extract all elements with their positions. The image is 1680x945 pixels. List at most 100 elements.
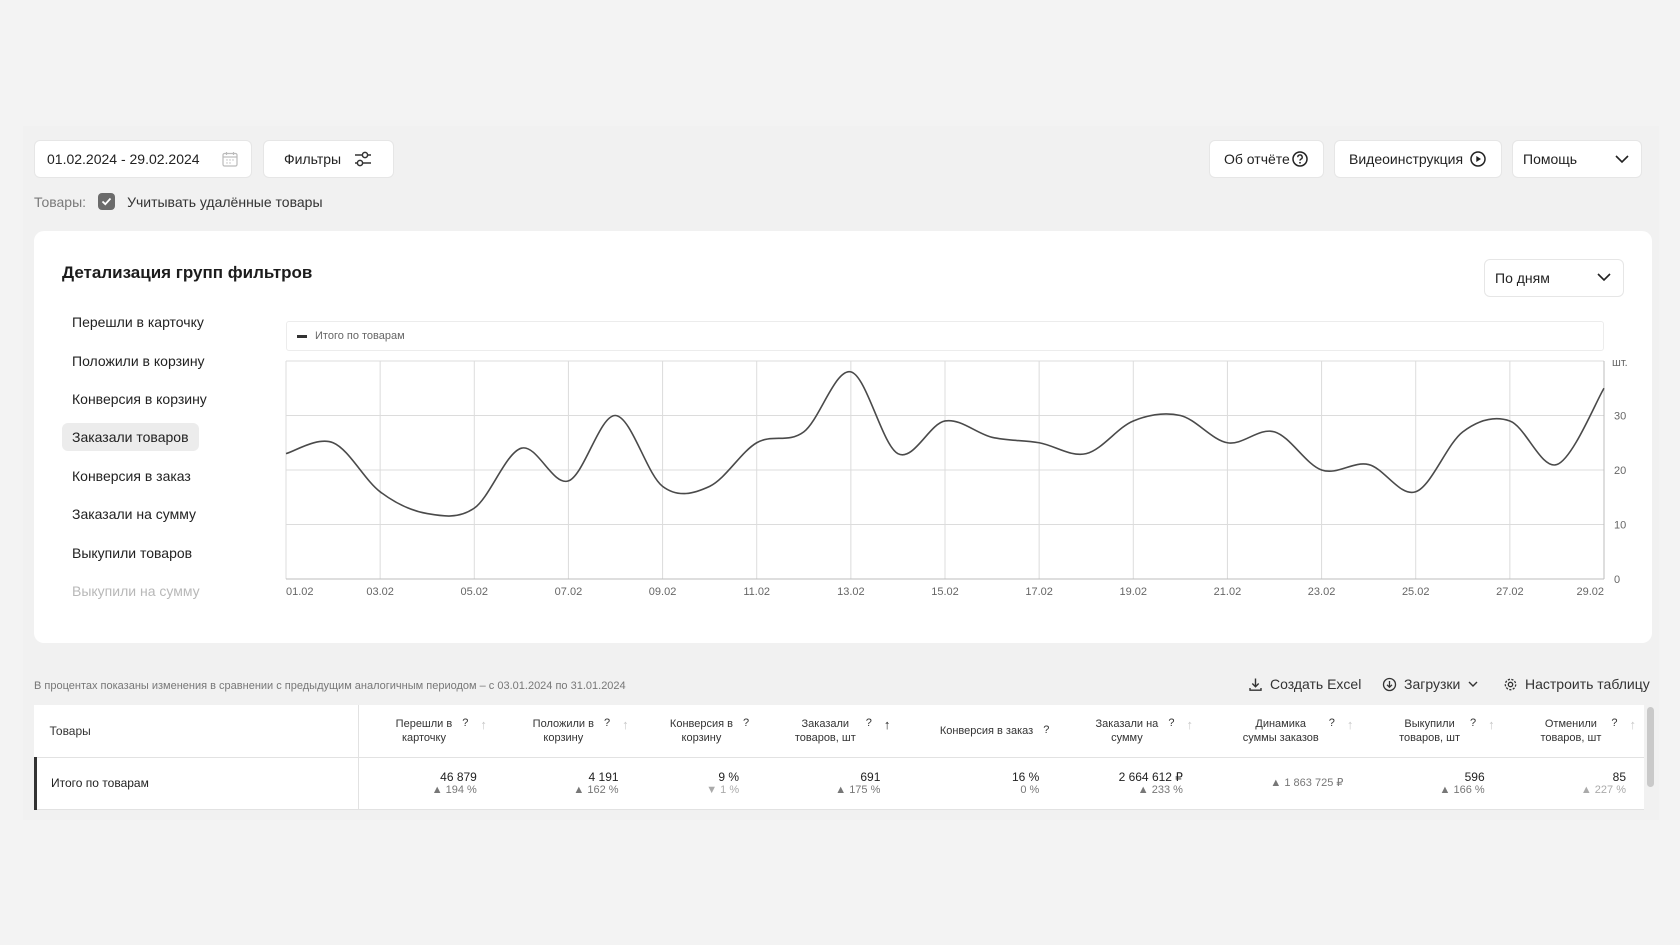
metric-item-label: Выкупили на сумму — [72, 582, 200, 599]
stats-table: Товары Перешли в карточку? ↑ Положили в кор… — [34, 705, 1644, 810]
goods-label: Товары: — [34, 193, 87, 210]
create-excel-button[interactable]: Создать Excel — [1248, 676, 1361, 692]
column-header-label: корзину — [681, 731, 722, 744]
cell-value: 596 — [1464, 769, 1485, 784]
checkmark-icon — [101, 197, 112, 206]
column-header[interactable]: Заказали на сумму? ↑ — [1057, 705, 1201, 758]
include-deleted-checkbox[interactable] — [98, 193, 116, 210]
stats-table-container: Товары Перешли в карточку? ↑ Положили в кор… — [34, 705, 1656, 820]
metric-item-label: Заказали товаров — [62, 423, 199, 452]
video-instruction-button[interactable]: Видеоинструкция — [1334, 140, 1502, 178]
sort-arrow-icon[interactable]: ↑ — [622, 716, 629, 732]
sort-arrow-icon[interactable]: ↑ — [1488, 716, 1495, 732]
metric-item[interactable]: Выкупили товаров — [62, 533, 242, 571]
help-tooltip-icon[interactable]: ? — [1470, 716, 1477, 729]
column-header-label: товаров, шт — [1399, 731, 1461, 744]
column-header[interactable]: Выкупили товаров, шт? ↑ — [1361, 705, 1503, 758]
help-tooltip-icon[interactable]: ? — [603, 716, 611, 729]
metric-item-label: Конверсия в корзину — [72, 390, 207, 407]
y-axis-unit: шт. — [1612, 357, 1628, 369]
column-header-goods[interactable]: Товары — [35, 705, 359, 758]
column-header[interactable]: Динамика суммы заказов? ↑ — [1200, 705, 1362, 758]
row-name-cell: Итого по товарам — [34, 757, 359, 810]
column-header-label: Отменили — [1544, 717, 1597, 730]
date-range-picker[interactable]: 01.02.2024 - 29.02.2024 — [34, 140, 252, 178]
column-header[interactable]: Положили в корзину? ↑ — [494, 705, 637, 758]
download-icon — [1249, 678, 1262, 691]
period-select-value: По дням — [1495, 270, 1550, 286]
cell-value: 691 — [860, 769, 881, 784]
about-report-label: Об отчёте — [1224, 151, 1290, 167]
cell-change-value: 1 % — [720, 783, 740, 796]
sort-arrow-icon[interactable]: ↑ — [1346, 716, 1354, 732]
x-tick-label: 07.02 — [555, 586, 583, 598]
value-cell: 46 879 ▲ 194 % — [358, 757, 495, 810]
column-header[interactable]: Отменили товаров, шт? ↑ — [1502, 705, 1644, 758]
cell-change-value: 194 % — [445, 783, 477, 796]
cell-value: 46 879 — [440, 769, 477, 784]
about-report-button[interactable]: Об отчёте — [1209, 140, 1324, 178]
cell-change: ▲ 162 % — [495, 783, 619, 797]
y-tick-label: 20 — [1614, 465, 1626, 477]
filters-button[interactable]: Фильтры — [263, 140, 394, 178]
column-header[interactable]: Конверсия в заказ? — [898, 705, 1058, 758]
include-deleted-label[interactable]: Учитывать удалённые товары — [127, 193, 323, 210]
sort-arrow-icon[interactable]: ↑ — [1629, 716, 1637, 732]
x-tick-label: 01.02 — [286, 586, 314, 598]
help-label: Помощь — [1523, 151, 1578, 167]
help-tooltip-icon[interactable]: ? — [865, 716, 872, 729]
chart-area: Итого по товарам 0 10 20 30 шт. 01.02 03.02 05.… — [254, 321, 1634, 621]
column-header[interactable]: Конверсия в корзину? — [636, 705, 758, 758]
column-header-label: Положили в — [532, 717, 594, 730]
help-tooltip-icon[interactable]: ? — [462, 716, 469, 729]
table-settings-button[interactable]: Настроить таблицу — [1503, 676, 1650, 692]
metric-item[interactable]: Конверсия в заказ — [62, 457, 242, 495]
column-header-label: Конверсия в заказ — [939, 724, 1034, 737]
download-circle-icon — [1382, 677, 1397, 691]
column-header[interactable]: Заказали товаров, шт? ↑ — [757, 705, 899, 758]
chevron-down-icon — [1613, 150, 1631, 168]
column-header-label: Перешли в — [395, 717, 453, 730]
metric-item[interactable]: Положили в корзину — [62, 341, 242, 379]
value-cell: 2 664 612 ₽ ▲ 233 % — [1057, 757, 1201, 810]
period-select[interactable]: По дням — [1484, 259, 1624, 297]
cell-change: ▲ 233 % — [1057, 784, 1183, 797]
sort-arrow-icon-active[interactable]: ↑ — [883, 716, 891, 732]
help-tooltip-icon[interactable]: ? — [1611, 716, 1618, 729]
filters-label: Фильтры — [284, 151, 342, 167]
metric-item[interactable]: Выкупили на сумму — [62, 572, 242, 603]
goods-filter-row: Товары: Учитывать удалённые товары — [34, 193, 323, 210]
value-cell: 4 191 ▲ 162 % — [494, 757, 637, 810]
table-settings-label: Настроить таблицу — [1525, 676, 1650, 692]
cell-change: ▲ 1 863 725 ₽ — [1201, 777, 1343, 790]
help-tooltip-icon[interactable]: ? — [1328, 716, 1335, 729]
table-scrollbar[interactable] — [1647, 707, 1654, 787]
trend-up-icon: ▲ — [1270, 776, 1285, 789]
metric-item-selected[interactable]: Заказали товаров — [62, 418, 242, 456]
table-row[interactable]: Итого по товарам 46 879 ▲ 194 % 4 191 ▲ 16… — [34, 757, 1644, 810]
help-dropdown[interactable]: Помощь — [1512, 140, 1642, 178]
downloads-dropdown[interactable]: Загрузки — [1382, 676, 1487, 692]
cell-change: ▲ 175 % — [757, 784, 880, 797]
metric-item[interactable]: Заказали на сумму — [62, 495, 242, 533]
chevron-down-icon — [1595, 268, 1613, 289]
cell-change-value: 162 % — [587, 783, 619, 796]
card-title: Детализация групп фильтров — [62, 263, 313, 282]
column-header-label: Динамика — [1255, 717, 1307, 730]
help-tooltip-icon[interactable]: ? — [1043, 723, 1050, 736]
help-tooltip-icon[interactable]: ? — [742, 716, 750, 729]
x-tick-label: 15.02 — [931, 586, 959, 598]
x-tick-label: 11.02 — [743, 586, 770, 598]
sort-arrow-icon[interactable]: ↑ — [480, 716, 487, 732]
cell-value: 9 % — [718, 769, 740, 784]
create-excel-label: Создать Excel — [1270, 676, 1362, 692]
x-tick-label: 05.02 — [461, 586, 489, 598]
metric-item-label: Конверсия в заказ — [72, 467, 191, 484]
metric-item-label: Заказали на сумму — [72, 506, 197, 523]
metric-item[interactable]: Перешли в карточку — [62, 303, 242, 341]
column-header[interactable]: Перешли в карточку? ↑ — [358, 705, 495, 758]
sort-arrow-icon[interactable]: ↑ — [1186, 716, 1193, 732]
cell-value: 2 664 612 ₽ — [1118, 769, 1183, 784]
metric-item[interactable]: Конверсия в корзину — [62, 380, 242, 418]
help-tooltip-icon[interactable]: ? — [1168, 716, 1175, 729]
